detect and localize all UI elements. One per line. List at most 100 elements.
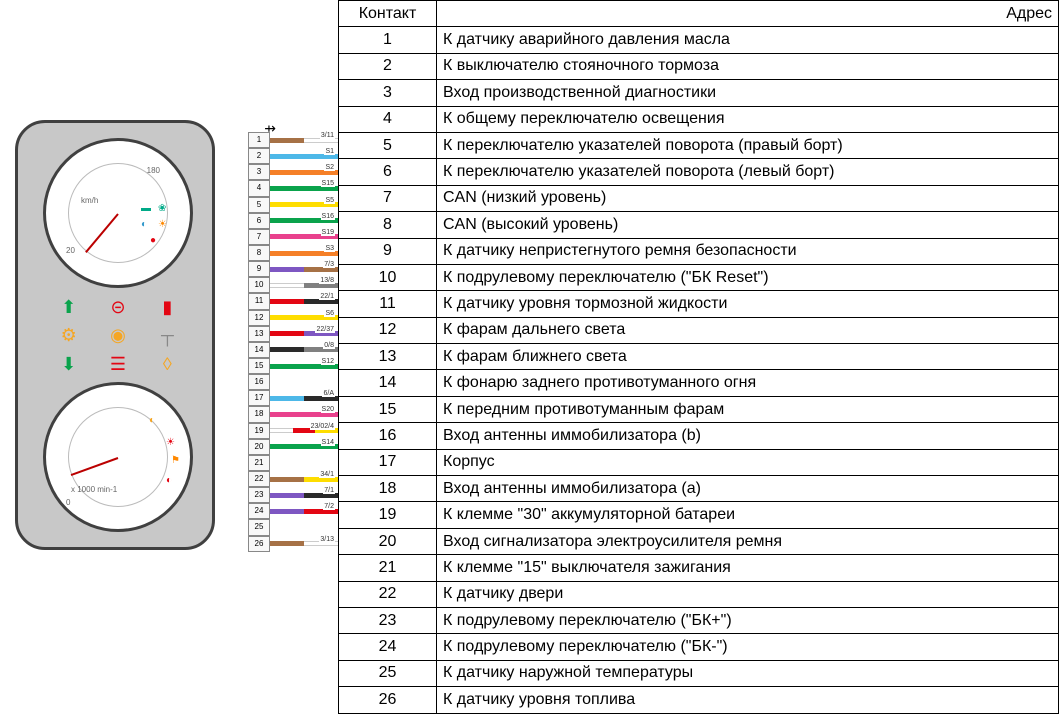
pin-number: 19 bbox=[339, 502, 437, 528]
pin-description: К общему переключателю освещения bbox=[437, 106, 1059, 132]
connector-pin: 22 bbox=[248, 471, 270, 487]
wire-label: S15 bbox=[321, 180, 335, 187]
warning-light-icon: ◊ bbox=[145, 352, 190, 377]
pin-description: К фарам ближнего света bbox=[437, 344, 1059, 370]
connector-pin: 23 bbox=[248, 487, 270, 503]
gauge-indicator-icon: ☀ bbox=[158, 219, 167, 230]
connector-pin: 10 bbox=[248, 277, 270, 293]
wire: 3/11 bbox=[270, 132, 338, 148]
connector-pin: 8 bbox=[248, 245, 270, 261]
connector-pin: 15 bbox=[248, 358, 270, 374]
gauge-indicator-icon: ◐ bbox=[141, 219, 147, 230]
pin-description: К подрулевому переключателю ("БК+") bbox=[437, 607, 1059, 633]
warning-light-icon: ◉ bbox=[95, 324, 140, 349]
warning-light-icon: ⬇ bbox=[46, 352, 91, 377]
warning-light-icon: ⚙ bbox=[46, 324, 91, 349]
wire-harness: 3/11S1S2S15S5S16S19S37/313/822/1S622/370… bbox=[270, 132, 338, 552]
pin-number: 20 bbox=[339, 528, 437, 554]
connector-pin: 5 bbox=[248, 197, 270, 213]
table-row: 15К передним противотуманным фарам bbox=[339, 396, 1059, 422]
wire-label: S16 bbox=[321, 213, 335, 220]
wire-label: 3/13 bbox=[319, 536, 335, 543]
connector-pin: 12 bbox=[248, 310, 270, 326]
pin-number: 10 bbox=[339, 264, 437, 290]
wire: S19 bbox=[270, 229, 338, 245]
header-contact: Контакт bbox=[339, 1, 437, 27]
pin-number: 15 bbox=[339, 396, 437, 422]
pin-description: К датчику уровня тормозной жидкости bbox=[437, 291, 1059, 317]
gauge-indicator-icon: ☀ bbox=[166, 437, 175, 448]
wire-label: S5 bbox=[324, 197, 335, 204]
table-row: 5К переключателю указателей поворота (пр… bbox=[339, 132, 1059, 158]
pin-description: К клемме "30" аккумуляторной батареи bbox=[437, 502, 1059, 528]
pin-description: Корпус bbox=[437, 449, 1059, 475]
wire: 22/1 bbox=[270, 293, 338, 309]
wire-label: 23/02/4 bbox=[310, 423, 335, 430]
table-row: 20Вход сигнализатора электроусилителя ре… bbox=[339, 528, 1059, 554]
pin-number: 3 bbox=[339, 80, 437, 106]
wire: S15 bbox=[270, 180, 338, 196]
wire: 6/A bbox=[270, 390, 338, 406]
pin-description: CAN (высокий уровень) bbox=[437, 212, 1059, 238]
table-row: 13К фарам ближнего света bbox=[339, 344, 1059, 370]
wire-label: 22/1 bbox=[319, 293, 335, 300]
connector-pin: 17 bbox=[248, 390, 270, 406]
wire-label: 6/A bbox=[322, 390, 335, 397]
wire-label: S19 bbox=[321, 229, 335, 236]
gauge-indicator-icon: ◐ bbox=[149, 415, 155, 426]
wire-label: S6 bbox=[324, 310, 335, 317]
wire-label: S20 bbox=[321, 406, 335, 413]
pinout-table: Контакт Адрес 1К датчику аварийного давл… bbox=[338, 0, 1059, 714]
connector-pin: 14 bbox=[248, 342, 270, 358]
gauge-indicator-icon: ◐ bbox=[166, 475, 172, 486]
wire bbox=[270, 374, 338, 390]
table-row: 24К подрулевому переключателю ("БК-") bbox=[339, 634, 1059, 660]
pin-description: К датчику наружной температуры bbox=[437, 660, 1059, 686]
gauge-zero: 0 bbox=[66, 498, 70, 507]
wire-label: 7/3 bbox=[323, 261, 335, 268]
pin-description: К подрулевому переключателю ("БК Reset") bbox=[437, 264, 1059, 290]
pin-number: 8 bbox=[339, 212, 437, 238]
table-row: 11К датчику уровня тормозной жидкости bbox=[339, 291, 1059, 317]
connector-pin: 16 bbox=[248, 374, 270, 390]
wire: S6 bbox=[270, 310, 338, 326]
header-address: Адрес bbox=[437, 1, 1059, 27]
pin-description: Вход производственной диагностики bbox=[437, 80, 1059, 106]
gauge-indicator-icon: ❀ bbox=[158, 203, 166, 214]
pin-number: 17 bbox=[339, 449, 437, 475]
wire: S3 bbox=[270, 245, 338, 261]
wire: S12 bbox=[270, 358, 338, 374]
wire-label: 34/1 bbox=[319, 471, 335, 478]
connector-pin: 4 bbox=[248, 180, 270, 196]
pin-description: К клемме "15" выключателя зажигания bbox=[437, 555, 1059, 581]
pin-number: 23 bbox=[339, 607, 437, 633]
warning-light-icon: ⊝ bbox=[95, 295, 140, 320]
pin-description: К датчику уровня топлива bbox=[437, 687, 1059, 713]
wire: S5 bbox=[270, 197, 338, 213]
table-row: 7CAN (низкий уровень) bbox=[339, 185, 1059, 211]
pin-number: 6 bbox=[339, 159, 437, 185]
pin-number: 24 bbox=[339, 634, 437, 660]
connector-pin: 13 bbox=[248, 326, 270, 342]
wire: 3/13 bbox=[270, 536, 338, 552]
warning-light-icon: ┬ bbox=[145, 324, 190, 349]
table-row: 8CAN (высокий уровень) bbox=[339, 212, 1059, 238]
gauge-max: 180 bbox=[147, 166, 160, 175]
table-row: 1К датчику аварийного давления масла bbox=[339, 27, 1059, 53]
connector-pin: 21 bbox=[248, 455, 270, 471]
wire-label: 22/37 bbox=[315, 326, 335, 333]
pin-number: 26 bbox=[339, 687, 437, 713]
instrument-cluster: km/h 180 20 ▬❀◐☀● ⬆⊝▮⚙◉┬⬇☰◊ x 1000 min-1… bbox=[15, 120, 215, 550]
wire: 34/1 bbox=[270, 471, 338, 487]
connector-pin: 2 bbox=[248, 148, 270, 164]
wire: 13/8 bbox=[270, 277, 338, 293]
wire-label: 0/8 bbox=[323, 342, 335, 349]
gauge-min: 20 bbox=[66, 246, 75, 255]
table-row: 2К выключателю стояночного тормоза bbox=[339, 53, 1059, 79]
wire-label: S3 bbox=[324, 245, 335, 252]
pin-description: К фарам дальнего света bbox=[437, 317, 1059, 343]
connector-pin: 25 bbox=[248, 519, 270, 535]
table-row: 12К фарам дальнего света bbox=[339, 317, 1059, 343]
tachometer-gauge: x 1000 min-1 0 ◐☀⚑◐ bbox=[43, 382, 193, 532]
pin-description: К подрулевому переключателю ("БК-") bbox=[437, 634, 1059, 660]
